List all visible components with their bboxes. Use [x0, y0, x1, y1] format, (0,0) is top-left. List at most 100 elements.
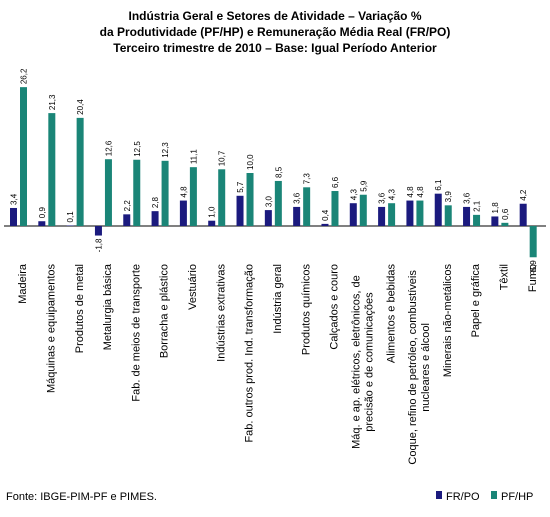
legend-swatch — [436, 491, 442, 499]
value-label: 12,3 — [161, 142, 170, 158]
source-note: Fonte: IBGE-PIM-PF e PIMES. — [6, 491, 157, 503]
x-tick-label: Fab. de meios de transporte — [130, 264, 142, 402]
value-label: 0,4 — [321, 209, 330, 221]
x-tick-label: Indústrias extrativas — [215, 264, 227, 362]
bar — [406, 200, 414, 226]
bar — [189, 167, 197, 226]
bar — [208, 220, 216, 226]
bar — [94, 226, 102, 236]
bar — [293, 206, 301, 226]
chart-title: Indústria Geral e Setores de Atividade –… — [128, 9, 421, 23]
value-label: 7,3 — [303, 173, 312, 185]
legend-swatch — [491, 491, 497, 499]
value-label: -1,8 — [94, 238, 103, 252]
legend-label: PF/HP — [501, 491, 533, 503]
value-label: 3,0 — [264, 195, 273, 207]
value-label: 4,2 — [519, 189, 528, 201]
bar — [434, 193, 442, 226]
x-tick-label: Produtos de metal — [74, 264, 86, 353]
bar — [123, 214, 131, 226]
bar — [236, 195, 244, 226]
bar — [20, 87, 27, 226]
bar — [519, 203, 527, 226]
bar — [378, 206, 386, 226]
value-label: 5,9 — [359, 180, 368, 192]
value-label: -5,9 — [529, 260, 538, 274]
bar — [264, 210, 272, 226]
bar — [76, 117, 84, 226]
value-label: 1,0 — [208, 206, 217, 218]
value-label: 3,9 — [444, 191, 453, 203]
bar — [303, 187, 311, 226]
bar — [38, 221, 46, 226]
x-tick-label: Minerais não-metálicos — [442, 264, 454, 378]
x-tick-label: Máquinas e equipamentos — [45, 264, 57, 394]
bar — [274, 180, 282, 226]
chart-title: Terceiro trimestre de 2010 – Base: Igual… — [113, 41, 437, 55]
bar — [444, 205, 452, 226]
value-label: 6,1 — [434, 179, 443, 191]
x-tick-label: Fumo — [527, 264, 539, 292]
value-label: 8,5 — [274, 166, 283, 178]
bar — [161, 160, 169, 226]
bar — [473, 214, 481, 226]
legend-label: FR/PO — [446, 491, 480, 503]
x-tick-label: Têxtil — [499, 264, 511, 290]
value-label: 3,6 — [463, 192, 472, 204]
x-tick-label: Borracha e plástico — [159, 264, 171, 358]
value-label: 26,2 — [20, 68, 29, 84]
value-label: 10,7 — [218, 150, 227, 166]
value-label: 3,6 — [378, 192, 387, 204]
bar — [349, 203, 357, 226]
bar — [321, 223, 329, 226]
x-tick-label: Produtos químicos — [300, 264, 312, 356]
bar — [359, 194, 367, 226]
bar — [151, 211, 159, 226]
value-label: 0,6 — [501, 208, 510, 220]
bar — [218, 169, 226, 226]
x-tick-label: Vestuário — [187, 264, 199, 310]
value-label: 5,7 — [236, 181, 245, 193]
value-label: 11,1 — [189, 149, 198, 165]
value-label: 10,0 — [246, 154, 255, 170]
bar — [331, 191, 339, 226]
x-tick-label: Metalurgia básica — [102, 263, 114, 350]
value-label: 2,2 — [123, 200, 132, 212]
bar — [48, 113, 56, 226]
x-tick-label: Calçados e couro — [329, 264, 341, 350]
x-tick-label: Madeira — [17, 263, 29, 304]
bar — [133, 159, 141, 226]
value-label: 0,1 — [66, 211, 75, 223]
x-tick-label: Papel e gráfica — [470, 263, 482, 337]
bar — [246, 173, 254, 226]
bar — [388, 203, 396, 226]
value-label: 2,1 — [473, 200, 482, 212]
x-tick-label: Alimentos e bebidas — [385, 264, 397, 364]
bar — [463, 206, 471, 226]
value-label: 21,3 — [48, 94, 57, 110]
bar — [10, 207, 17, 226]
bar — [179, 200, 187, 226]
value-label: 4,8 — [416, 186, 425, 198]
value-label: 3,6 — [293, 192, 302, 204]
x-tick-label: Indústria geral — [272, 264, 284, 334]
value-label: 0,9 — [38, 207, 47, 219]
value-label: 20,4 — [76, 99, 85, 115]
bar — [416, 200, 424, 226]
x-tick-label: Máq. e ap. elétricos, eletrônicos, depre… — [350, 275, 375, 449]
value-label: 4,3 — [349, 189, 358, 201]
value-label: 4,8 — [179, 186, 188, 198]
bar — [529, 226, 537, 258]
value-label: 1,8 — [491, 202, 500, 214]
bar — [104, 159, 112, 226]
bar — [501, 222, 509, 226]
value-label: 4,8 — [406, 186, 415, 198]
value-label: 6,6 — [331, 176, 340, 188]
value-label: 12,5 — [133, 141, 142, 157]
value-label: 12,6 — [104, 140, 113, 156]
x-tick-label: Fab. outros prod. Ind. transformação — [244, 264, 256, 443]
x-tick-label: Coque, refino de petróleo, combustíveisn… — [407, 270, 432, 465]
value-label: 2,8 — [151, 196, 160, 208]
